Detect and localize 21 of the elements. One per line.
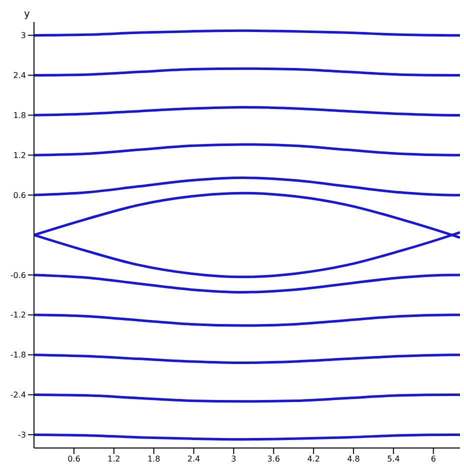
x-tick-label: 4.8 [347, 454, 360, 464]
x-tick-label: 6 [430, 454, 436, 464]
x-tick-label: 2.4 [187, 454, 200, 464]
y-tick-label: -1.2 [10, 310, 26, 320]
x-tick-label: 0.6 [68, 454, 80, 464]
y-tick-label: 0.6 [13, 190, 26, 200]
y-tick-label: 1.2 [13, 150, 26, 160]
y-tick-label: -3 [18, 430, 26, 440]
x-tick-label: 3 [231, 454, 236, 464]
y-tick-label: -1.8 [10, 350, 26, 360]
y-tick-label: -0.6 [10, 270, 26, 280]
x-tick-label: 4.2 [307, 454, 320, 464]
y-axis-title: y [24, 9, 30, 20]
x-tick-label: 5.4 [387, 454, 400, 464]
y-tick-label: 1.8 [13, 111, 26, 120]
y-tick-label: 3 [20, 31, 26, 40]
y-tick-label: 2.4 [13, 71, 26, 80]
x-tick-label: 1.2 [108, 454, 120, 464]
x-tick-label: 3.6 [267, 454, 280, 464]
y-tick-label: -2.4 [10, 390, 26, 400]
x-tick-label: 1.8 [147, 454, 160, 464]
